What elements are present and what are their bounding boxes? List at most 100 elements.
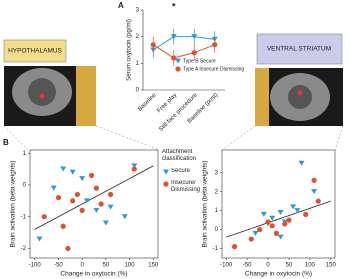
legend-label: Type A Insecure Dismissing <box>183 66 244 72</box>
marker <box>282 221 288 227</box>
x-tick-label: 150 <box>148 263 159 269</box>
marker <box>286 217 292 223</box>
marker <box>298 160 305 166</box>
marker <box>265 219 271 225</box>
marker <box>70 198 76 204</box>
y-tick-label: 2 <box>215 189 219 195</box>
marker <box>175 66 181 72</box>
y-tick-label: 0 <box>215 227 219 233</box>
marker <box>79 176 86 182</box>
marker <box>74 191 81 198</box>
marker <box>69 169 76 175</box>
marker <box>98 201 104 207</box>
series-line <box>152 36 215 51</box>
panel-label: B <box>3 138 9 147</box>
legend-label: Insecure/ Dismissing <box>171 180 201 193</box>
marker <box>248 236 254 242</box>
legend-label-box: Attachment classification <box>162 149 197 162</box>
y-tick-label: 3 <box>215 170 219 176</box>
trend-line <box>34 165 154 230</box>
marker <box>269 215 276 221</box>
marker <box>163 181 169 187</box>
marker <box>60 223 66 229</box>
marker <box>65 245 71 252</box>
x-tick-label: -100 <box>220 263 233 269</box>
x-tick-label: 100 <box>305 263 316 269</box>
x-tick-label: Still face procedure <box>158 92 199 133</box>
x-axis-label: Change in oxytocin (%) <box>245 271 312 278</box>
marker <box>290 204 297 210</box>
trend-line <box>226 200 331 238</box>
x-tick-label: 0 <box>266 263 270 269</box>
marker <box>89 172 95 179</box>
x-tick-label: 50 <box>286 263 293 269</box>
x-tick-label: -50 <box>243 263 252 269</box>
marker <box>102 220 109 226</box>
axis <box>142 10 225 91</box>
x-tick-label: 0 <box>80 263 84 269</box>
x-tick-label: 150 <box>326 263 337 269</box>
region-box <box>256 33 343 65</box>
marker <box>50 185 57 191</box>
marker <box>55 195 62 201</box>
marker <box>121 214 128 220</box>
marker <box>150 42 156 48</box>
region-label: HYPOTHALAMUS <box>8 48 62 55</box>
y-tick-label: -1 <box>213 246 219 252</box>
marker <box>273 230 280 236</box>
marker <box>170 34 177 40</box>
panel-label: A <box>118 1 124 10</box>
marker <box>171 55 177 61</box>
x-tick-label: -50 <box>54 263 63 269</box>
marker <box>315 198 321 204</box>
marker <box>83 198 90 204</box>
legend-label-box: Secure <box>171 168 191 174</box>
series-line <box>152 44 215 59</box>
plot-frame <box>221 149 336 259</box>
y-axis-label: Brain activation (beta weights) <box>10 160 17 247</box>
marker <box>163 169 169 175</box>
y-tick-label: 1 <box>136 61 140 67</box>
marker <box>277 234 284 240</box>
marker <box>191 34 198 40</box>
marker <box>79 207 85 213</box>
y-tick-label: 1 <box>215 208 219 214</box>
marker <box>93 207 100 213</box>
y-tick-label: 0 <box>23 183 27 189</box>
connector <box>3 125 344 151</box>
x-tick-label: Baseline <box>137 92 158 113</box>
marker <box>131 166 137 172</box>
marker <box>107 204 114 210</box>
y-tick-label: 2 <box>136 34 140 40</box>
marker <box>41 214 47 220</box>
marker <box>277 210 284 216</box>
plot-frame <box>29 149 159 259</box>
y-axis-label: Serum oxytocin (pg/ml) <box>127 19 133 81</box>
marker <box>260 211 267 217</box>
marker <box>175 58 181 64</box>
marker <box>311 177 317 183</box>
y-tick-label: 3 <box>136 8 140 14</box>
marker <box>107 191 114 198</box>
marker <box>311 189 318 195</box>
legend-label: Attachment classification <box>162 149 197 162</box>
brain-image <box>4 66 96 126</box>
legend-label-box: Insecure/ Dismissing <box>171 180 201 193</box>
y-tick-label: 0 <box>136 88 140 94</box>
y-tick-label: -2 <box>21 246 27 252</box>
legend-label: Type B Secure <box>183 58 216 64</box>
annotation: * <box>172 1 176 11</box>
marker <box>191 50 197 56</box>
y-axis-label: Brain activation (beta weights) <box>202 160 209 247</box>
legend-label: Secure <box>171 168 191 174</box>
marker <box>294 208 301 214</box>
marker <box>269 223 275 229</box>
marker <box>60 166 67 172</box>
marker <box>93 185 99 191</box>
marker <box>231 244 238 250</box>
marker <box>212 42 218 48</box>
brain-image <box>255 68 343 126</box>
marker <box>131 163 138 169</box>
y-tick-label: 1 <box>23 151 27 157</box>
marker <box>303 211 309 218</box>
